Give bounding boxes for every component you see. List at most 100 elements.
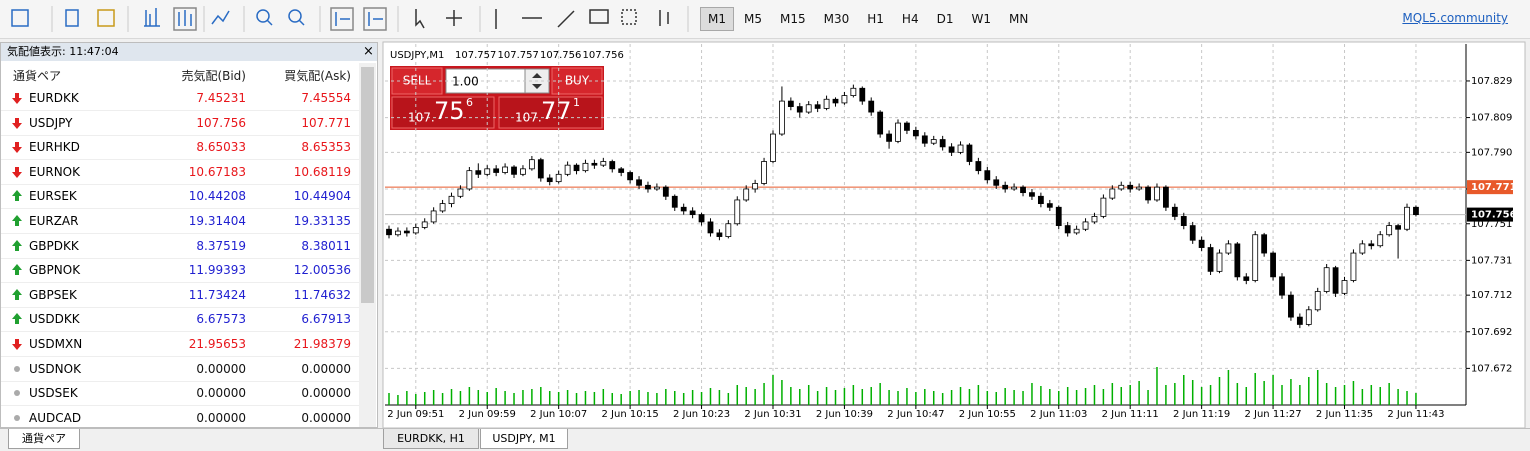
lots-value: 1.00	[452, 75, 479, 89]
volume-bar	[656, 393, 658, 405]
volume-bar	[540, 387, 542, 405]
volume-bar	[1388, 383, 1390, 405]
timeframe-button[interactable]: H4	[901, 12, 919, 26]
candle-body	[1350, 252, 1357, 281]
volume-bar	[879, 383, 881, 405]
tab-bar: 通貨ペア EURDKK, H1 USDJPY, M1	[0, 428, 1530, 451]
chart-tab[interactable]: USDJPY, M1	[480, 429, 568, 449]
chart-tab[interactable]: EURDKK, H1	[383, 429, 479, 449]
header-price: 107.756	[540, 50, 581, 61]
candle-body	[537, 159, 544, 179]
x-tick-label: 2 Jun 10:07	[530, 409, 587, 420]
candle-body	[1368, 243, 1375, 247]
volume-bar	[906, 388, 908, 405]
trend-icon	[12, 117, 22, 129]
candle-body	[1091, 216, 1098, 223]
sell-label: SELL	[403, 74, 432, 88]
close-button[interactable]: ×	[363, 44, 374, 59]
timeframe-button[interactable]: M15	[780, 12, 806, 26]
ask: 0.00000	[301, 386, 351, 401]
volume-bar	[397, 395, 399, 405]
trend-shape	[14, 414, 20, 421]
timeframe-button[interactable]: M30	[823, 12, 850, 26]
market-watch-tab[interactable]: 通貨ペア	[8, 429, 80, 449]
timeframe-button[interactable]: D1	[936, 12, 954, 26]
timeframe-button[interactable]: M1	[700, 7, 734, 31]
candle-body	[484, 168, 491, 175]
volume-bar	[1004, 388, 1006, 405]
candle-body	[466, 170, 473, 190]
ask: 10.68119	[293, 164, 351, 179]
x-tick-label: 2 Jun 11:35	[1316, 409, 1373, 420]
volume-bar	[415, 394, 417, 405]
volume-bar	[548, 391, 551, 405]
volume-bar	[1022, 391, 1024, 405]
candle-body	[823, 98, 830, 109]
candle-body	[493, 168, 500, 173]
bid: 11.99393	[188, 263, 246, 278]
symbol: USDNOK	[29, 361, 81, 376]
candle-body	[1243, 276, 1250, 281]
x-tick-label: 2 Jun 11:27	[1244, 409, 1301, 420]
ask-tag-label: 107.771	[1471, 182, 1517, 193]
sell-price-box[interactable]	[391, 96, 495, 129]
price-sup: 1	[573, 96, 580, 109]
bid: 107.756	[196, 115, 246, 130]
volume-bar	[1147, 390, 1149, 405]
candle-body	[1404, 206, 1410, 230]
volume-bar	[897, 391, 899, 405]
volume-bar	[602, 389, 605, 405]
candle-body	[1055, 206, 1062, 226]
timeframe-button[interactable]: W1	[971, 12, 991, 26]
volume-bar	[772, 375, 774, 405]
volume-bar	[575, 393, 578, 405]
timeframe-button[interactable]: H1	[867, 12, 884, 26]
symbol: EURHKD	[29, 140, 80, 155]
candle-body	[707, 221, 714, 234]
x-tick-label: 2 Jun 09:51	[387, 409, 444, 420]
volume-bar	[1111, 383, 1114, 405]
volume-bar	[620, 394, 622, 405]
volume-bar	[790, 387, 792, 405]
volume-bar	[1352, 381, 1355, 405]
chart-symbol: USDJPY,M1	[390, 50, 444, 61]
candle-body	[1020, 186, 1026, 194]
candle-body	[564, 164, 571, 175]
candle-body	[859, 87, 866, 102]
timeframe-button[interactable]: M5	[744, 12, 762, 26]
x-tick-label: 2 Jun 10:55	[959, 409, 1016, 420]
volume-bar	[1325, 383, 1328, 405]
candle-body	[546, 177, 553, 183]
bid: 19.31404	[188, 214, 246, 228]
volume-bar	[1272, 375, 1274, 405]
volume-bar	[593, 392, 596, 405]
timeframe-button[interactable]: MN	[1008, 12, 1029, 26]
volume-bar	[1299, 385, 1301, 405]
y-tick-label: 107.829	[1471, 76, 1512, 87]
trend-icon	[12, 142, 22, 154]
candle-body	[734, 199, 741, 225]
candle-body	[1261, 234, 1268, 254]
header-price: 107.756	[583, 50, 624, 61]
candle-body	[957, 144, 964, 153]
volume-bar	[638, 390, 640, 405]
row-line	[1, 110, 359, 111]
ask: 8.38011	[301, 238, 351, 253]
buy-price-box[interactable]	[498, 96, 603, 129]
scrollbar[interactable]	[359, 63, 376, 427]
scroll-thumb[interactable]	[361, 67, 374, 303]
x-tick-label: 2 Jun 11:03	[1030, 409, 1087, 420]
trend-icon	[12, 313, 22, 325]
y-tick-label: 107.692	[1471, 327, 1512, 338]
volume-bar	[986, 391, 989, 405]
candle-body	[805, 104, 812, 113]
x-tick-label: 2 Jun 11:43	[1387, 409, 1444, 420]
market-watch-title: 気配値表示: 11:47:04	[1, 43, 377, 61]
bid: 8.37519	[196, 238, 246, 253]
candle-body	[457, 188, 464, 197]
community-link[interactable]: MQL5.community	[1402, 11, 1508, 25]
market-watch-table: 通貨ペア 売気配(Bid) 買気配(Ask) EURDKK 7.45231 7.45554…	[1, 43, 359, 427]
symbol: GBPDKK	[29, 238, 79, 253]
